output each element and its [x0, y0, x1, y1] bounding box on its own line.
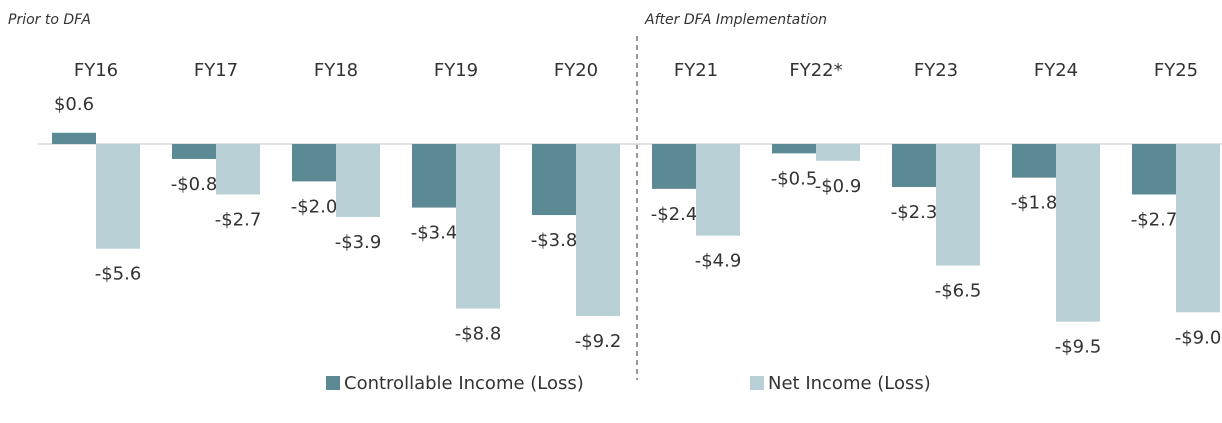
data-label: -$9.2 [575, 331, 622, 352]
bar [456, 144, 500, 309]
data-label: -$2.7 [1131, 209, 1178, 230]
bar [696, 144, 740, 236]
annotation: After DFA Implementation [644, 12, 827, 28]
legend-label: Controllable Income (Loss) [344, 373, 584, 394]
bar [1056, 144, 1100, 322]
legend-swatch [750, 376, 764, 390]
data-label: -$6.5 [935, 281, 982, 302]
bar [1132, 144, 1176, 195]
bar [172, 144, 216, 159]
x-tick-label: FY22* [789, 60, 842, 81]
x-tick-label: FY19 [434, 60, 478, 81]
data-label: -$1.8 [1011, 193, 1058, 214]
bar [1176, 144, 1220, 313]
data-label: -$8.8 [455, 324, 502, 345]
data-label: -$3.4 [411, 223, 458, 244]
annotation: Prior to DFA [8, 12, 91, 28]
data-label: -$4.9 [695, 251, 742, 272]
bar [532, 144, 576, 216]
x-tick-label: FY16 [74, 60, 118, 81]
bar [216, 144, 260, 195]
x-tick-label: FY23 [914, 60, 958, 81]
data-label: -$2.0 [291, 196, 338, 217]
bar [52, 132, 96, 144]
x-tick-label: FY17 [194, 60, 238, 81]
bar [892, 144, 936, 188]
bar [816, 144, 860, 161]
data-label: -$5.6 [95, 264, 142, 285]
bar [292, 144, 336, 182]
data-label: -$0.8 [171, 174, 218, 195]
bar [336, 144, 380, 217]
data-label: -$9.0 [1175, 327, 1222, 348]
data-label: -$2.3 [891, 202, 938, 223]
bar [936, 144, 980, 266]
bar [576, 144, 620, 317]
bar [772, 144, 816, 154]
data-label: -$0.9 [815, 176, 862, 197]
data-label: -$2.7 [215, 209, 262, 230]
x-tick-label: FY18 [314, 60, 358, 81]
bar [652, 144, 696, 189]
bar [412, 144, 456, 208]
bar [1012, 144, 1056, 178]
x-tick-label: FY25 [1154, 60, 1198, 81]
data-label: -$3.9 [335, 232, 382, 253]
legend-swatch [326, 376, 340, 390]
data-label: -$2.4 [651, 204, 698, 225]
data-label: $0.6 [54, 94, 94, 115]
x-tick-label: FY24 [1034, 60, 1078, 81]
legend-label: Net Income (Loss) [768, 373, 931, 394]
x-tick-label: FY20 [554, 60, 598, 81]
data-label: -$3.8 [531, 230, 578, 251]
bar [96, 144, 140, 249]
data-label: -$0.5 [771, 168, 818, 189]
data-label: -$9.5 [1055, 337, 1102, 358]
x-tick-label: FY21 [674, 60, 718, 81]
